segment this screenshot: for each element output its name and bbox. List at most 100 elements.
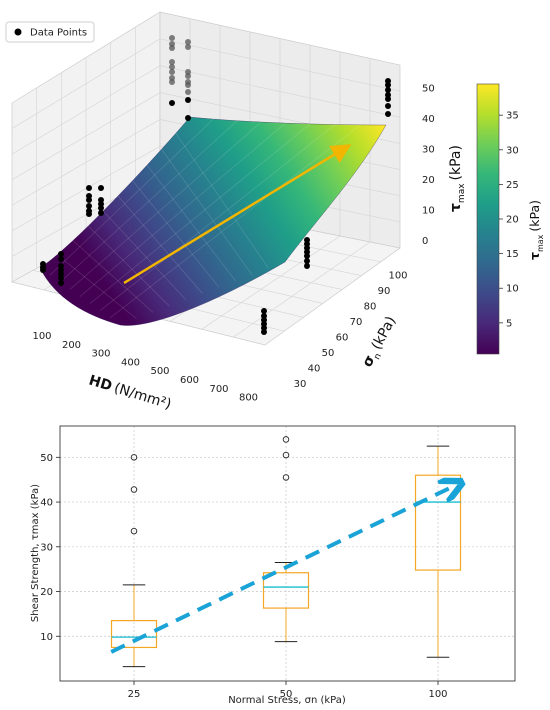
surface-mesh-line [69,119,264,290]
colorbar-tick-label: 25 [506,180,519,191]
surface-trend-arrow [123,144,352,285]
colorbar-bar [476,83,500,355]
x-tick-label: 800 [239,393,258,404]
outlier-point [130,486,138,493]
colorbar: 5 10 15 20 25 30 35 τmax(kPa) [476,83,545,355]
data-point [169,100,175,106]
plot-frame [59,425,516,682]
grid-line [201,235,341,330]
data-point [98,185,104,191]
y-axis-label: σn(kPa) [359,314,402,372]
grid-line [159,65,401,118]
x-tick-label: 600 [180,375,199,386]
box-plot-grid [60,426,515,681]
grid-line [11,119,161,206]
data-point [385,82,391,88]
surface-mesh-line [54,252,137,319]
box [262,572,310,609]
data-point [304,263,310,269]
data-point [169,79,175,85]
data-point [58,275,64,281]
data-point [185,89,191,95]
surface-mesh-line [84,222,170,307]
data-point [98,205,104,211]
data-point [385,87,391,93]
data-point [185,44,191,50]
surface-mesh-line [89,121,313,304]
colorbar-tick-label: 35 [506,111,519,122]
colorbar-label: τmax(kPa) [527,200,545,260]
y-tick-label: 80 [364,302,377,313]
y-axis-ticks: 10 20 30 40 50 [40,453,60,643]
data-point [185,73,191,79]
x-axis-ticks: 100 200 300 400 500 600 700 800 [32,331,258,404]
colorbar-tick-label: 15 [506,249,519,260]
y-tick-label: 30 [294,379,307,390]
z-tick-label: 10 [422,206,435,217]
outlier-point [282,436,290,443]
data-point [169,35,175,41]
grid-line [11,38,161,129]
y-tick-label: 100 [388,271,407,282]
data-point [385,103,391,109]
y-tick-label: 20 [40,587,53,598]
outlier-point [130,527,138,535]
grid-line [11,65,161,155]
surface-mesh-line [99,207,187,301]
x-axis-label: HD(N/mm²) [87,373,173,413]
y-axis-label: Shear Strength, τmax (kPa) [30,484,41,622]
y-tick-label: 30 [40,542,53,553]
data-point [261,329,267,335]
colorbar-tick-label: 5 [506,318,512,329]
grid-line [159,38,401,92]
x-tick-label: 100 [428,689,447,700]
data-point [185,97,191,103]
data-point [185,115,191,121]
x-tick-label: 300 [91,349,110,360]
data-point [86,185,92,191]
z-axis-label: τmax(kPa) [448,145,467,212]
x-tick-label: 25 [128,689,141,700]
box-group [110,454,158,668]
surface-mesh-line [49,117,215,276]
y-tick-label: 50 [322,348,335,359]
z-tick-label: 0 [422,236,428,247]
x-tick-label: 50 [280,689,293,700]
x-axis-label: Normal Stress, σn (kPa) [228,695,346,706]
grid-line [11,92,161,180]
x-tick-label: 100 [32,331,51,342]
outlier-point [282,474,290,481]
z-tick-label: 30 [422,145,435,156]
box [414,474,462,571]
data-point [185,39,191,45]
box-plot: 10 20 30 40 50 25 50 100 Normal Stress, σn (kP… [30,425,516,706]
data-point [385,96,391,102]
surface-mesh-line [129,177,220,288]
data-point [385,111,391,117]
surface-mesh-line [159,147,253,275]
surface-mesh-line [99,122,338,311]
data-point [40,267,46,273]
data-point [58,251,64,257]
data-point [185,82,191,88]
surface-mesh-line [69,237,154,313]
legend-box [5,21,95,43]
z-tick-label: 40 [422,114,435,125]
z-tick-label: 50 [422,84,435,95]
data-point [86,197,92,203]
data-point [169,64,175,70]
colorbar-tick-label: 30 [506,145,519,156]
data-point [169,59,175,65]
grid-line [233,241,371,338]
y-tick-label: 10 [40,632,53,643]
surface-mesh-line [114,192,203,294]
x-tick-label: 500 [150,366,169,377]
surface-mesh-line [59,118,240,283]
data-point [58,256,64,262]
data-point [86,211,92,217]
surface-mesh-line [79,120,289,297]
data-point [98,210,104,216]
colorbar-tick-label: 10 [506,284,519,295]
